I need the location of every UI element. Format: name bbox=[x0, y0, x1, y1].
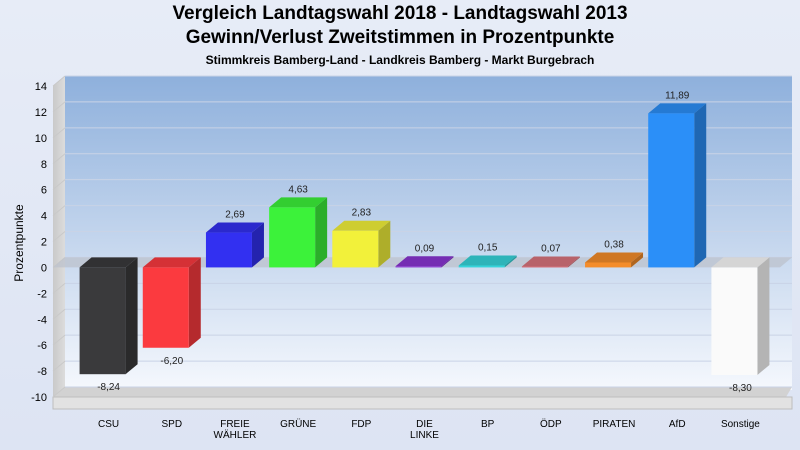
bar-top bbox=[205, 222, 264, 233]
gridline-side bbox=[52, 153, 66, 165]
bar-top bbox=[521, 256, 580, 267]
x-category-label: CSU bbox=[98, 419, 119, 430]
x-category-label: ÖDP bbox=[540, 418, 562, 430]
bar bbox=[395, 256, 454, 268]
x-category-label: FDP bbox=[351, 419, 371, 430]
y-tick-label: 10 bbox=[35, 133, 47, 145]
bar-side bbox=[188, 257, 201, 348]
chart-title: Vergleich Landtagswahl 2018 - Landtagswa… bbox=[172, 3, 628, 24]
bar bbox=[458, 255, 517, 268]
bar-front bbox=[648, 113, 695, 268]
bar-front bbox=[395, 266, 442, 268]
chart-subtitle: Gewinn/Verlust Zweitstimmen in Prozentpu… bbox=[185, 27, 615, 48]
bar-top bbox=[585, 252, 644, 263]
gridline-side bbox=[52, 334, 66, 346]
y-tick-label: -6 bbox=[37, 340, 47, 352]
bar bbox=[205, 222, 264, 268]
bar-side bbox=[694, 103, 707, 268]
bar bbox=[142, 257, 201, 348]
y-tick-label: 12 bbox=[35, 107, 47, 119]
bar bbox=[585, 252, 644, 268]
bar-top bbox=[79, 257, 138, 268]
bar-front bbox=[711, 267, 758, 375]
bar-front bbox=[269, 207, 316, 268]
data-label: -8,24 bbox=[97, 382, 120, 393]
bar-top bbox=[142, 257, 201, 268]
data-label: -8,30 bbox=[729, 383, 752, 394]
plot-floor-edge bbox=[52, 396, 793, 410]
x-category-label: PIRATEN bbox=[593, 419, 636, 430]
bar-front bbox=[458, 265, 505, 268]
y-tick-label: -8 bbox=[37, 366, 47, 378]
bar-side bbox=[251, 222, 264, 268]
bar-side bbox=[631, 252, 644, 268]
x-category-label: LINKE bbox=[410, 430, 439, 441]
y-tick-label: 8 bbox=[41, 159, 47, 171]
data-label: -6,20 bbox=[160, 356, 183, 367]
y-tick-label: -10 bbox=[31, 392, 47, 404]
bar-front bbox=[205, 232, 252, 268]
bar-side bbox=[504, 255, 517, 268]
gridline-side bbox=[52, 360, 66, 372]
bar-top bbox=[332, 220, 391, 231]
x-category-label: AfD bbox=[669, 419, 686, 430]
bar bbox=[269, 197, 328, 268]
gridline-side bbox=[52, 386, 66, 398]
bar-front bbox=[521, 266, 568, 268]
chart-region-subtitle: Stimmkreis Bamberg-Land - Landkreis Bamb… bbox=[205, 53, 595, 67]
y-tick-label: -4 bbox=[37, 314, 47, 326]
data-label: 4,63 bbox=[288, 184, 308, 195]
bar-top bbox=[648, 103, 707, 114]
gridline-side bbox=[52, 101, 66, 113]
gridline-side bbox=[52, 231, 66, 242]
data-label: 2,83 bbox=[352, 208, 372, 219]
y-tick-label: 0 bbox=[41, 262, 47, 274]
bar-top bbox=[458, 255, 517, 266]
data-label: 2,69 bbox=[225, 210, 245, 221]
data-label: 11,89 bbox=[665, 90, 690, 101]
x-category-label: BP bbox=[481, 419, 495, 430]
bar bbox=[332, 220, 391, 268]
x-category-label: SPD bbox=[161, 419, 182, 430]
x-category-label: GRÜNE bbox=[280, 418, 316, 430]
bar-side bbox=[567, 256, 580, 268]
bar-top bbox=[395, 256, 454, 267]
bar-side bbox=[315, 197, 328, 268]
data-label: 0,09 bbox=[415, 243, 435, 254]
y-tick-label: -2 bbox=[37, 288, 47, 300]
x-category-label: WÄHLER bbox=[214, 429, 257, 441]
y-tick-label: 6 bbox=[41, 185, 47, 197]
bar bbox=[521, 256, 580, 268]
gridline-side bbox=[52, 179, 66, 191]
data-label: 0,07 bbox=[541, 244, 561, 255]
bar bbox=[79, 257, 138, 375]
y-tick-label: 14 bbox=[35, 81, 47, 93]
data-label: 0,15 bbox=[478, 242, 498, 253]
gridline-side bbox=[52, 205, 66, 216]
y-tick-label: 2 bbox=[41, 237, 47, 249]
data-label: 0,38 bbox=[604, 239, 624, 250]
bar-side bbox=[125, 257, 138, 375]
y-tick-label: 4 bbox=[41, 211, 47, 223]
bar-side bbox=[378, 220, 391, 268]
x-category-label: DIE bbox=[416, 419, 433, 430]
bar-front bbox=[332, 230, 379, 268]
bar-front bbox=[142, 267, 189, 348]
bar-side bbox=[441, 256, 454, 268]
gridline-side bbox=[52, 127, 66, 139]
gridline-side bbox=[52, 75, 66, 87]
bar-top bbox=[269, 197, 328, 208]
x-category-label: Sonstige bbox=[721, 419, 760, 430]
bar-top bbox=[711, 257, 770, 268]
bar-side bbox=[757, 257, 770, 375]
bar bbox=[648, 103, 707, 268]
gridline-side bbox=[52, 308, 66, 320]
bar bbox=[711, 257, 770, 375]
gridline-side bbox=[52, 282, 66, 294]
x-category-label: FREIE bbox=[220, 419, 250, 430]
bar-front bbox=[585, 262, 632, 268]
bar-front bbox=[79, 267, 126, 375]
